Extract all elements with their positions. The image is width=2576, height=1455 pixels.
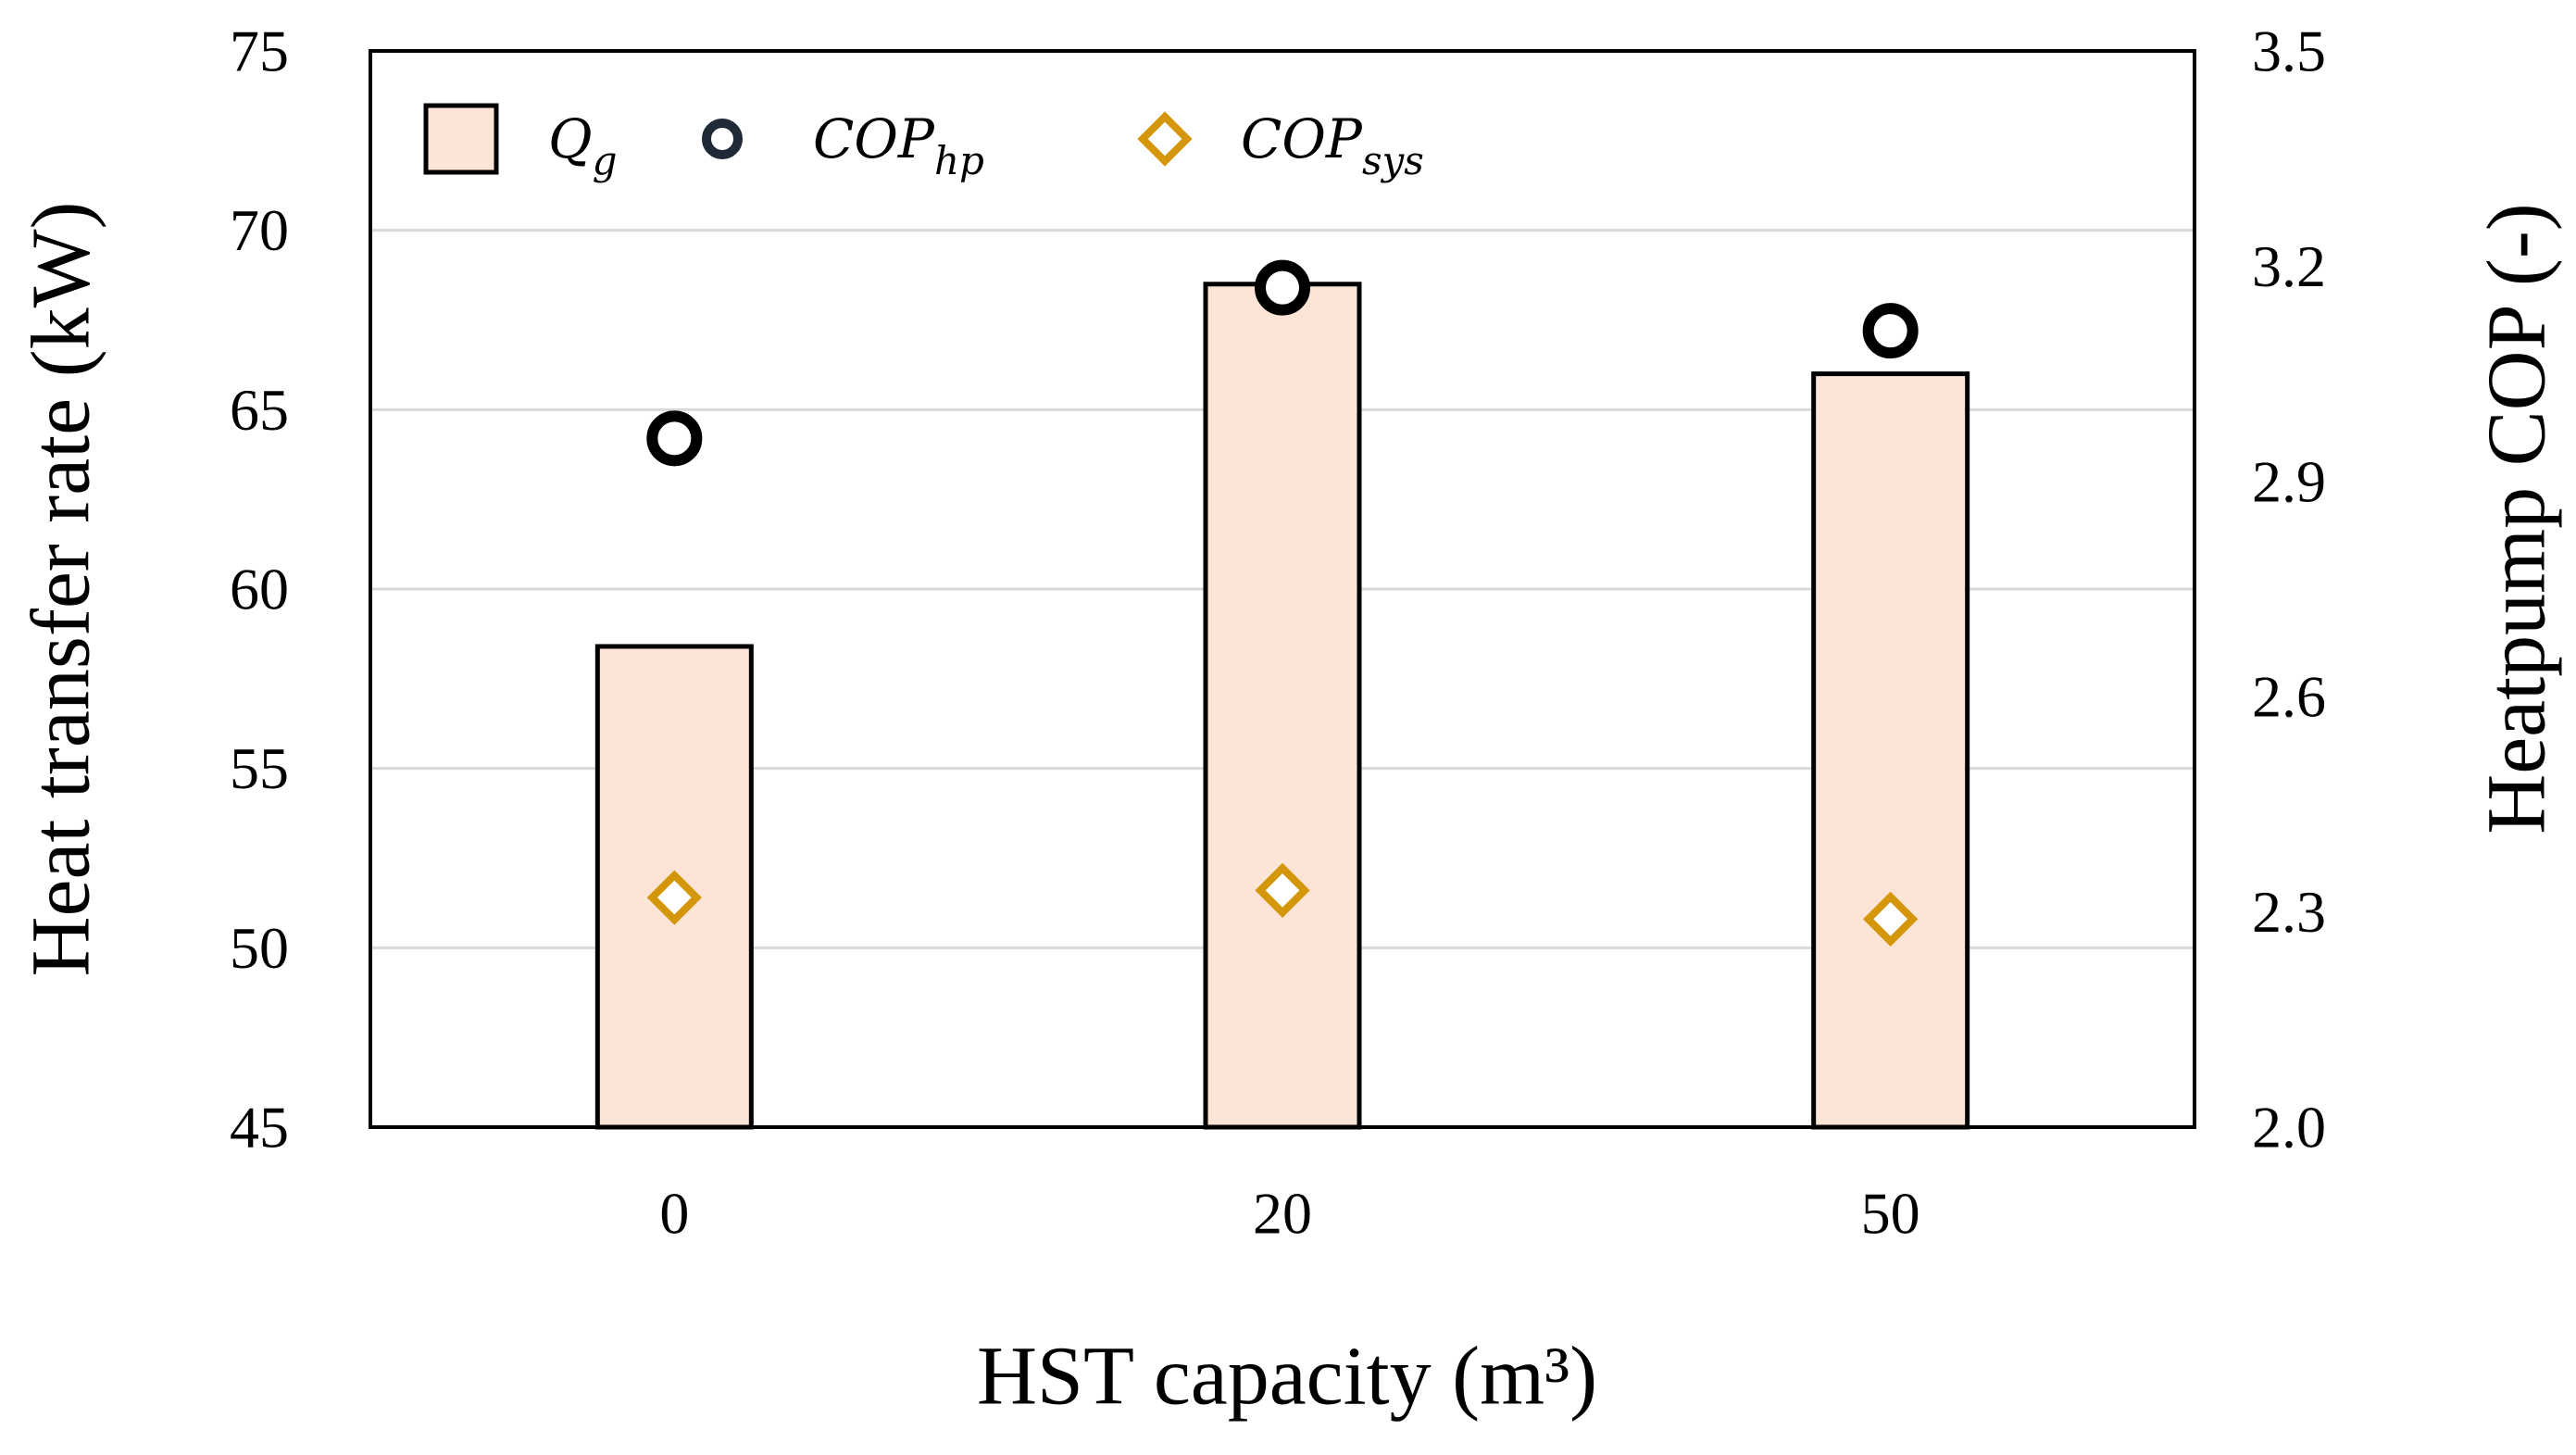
legend-label-sub: hp xyxy=(934,138,984,183)
bar-qg xyxy=(1811,371,1970,1130)
y2-tick-label: 2.0 xyxy=(2252,1095,2326,1160)
y2-tick-label: 3.5 xyxy=(2252,19,2326,84)
legend-label-main: Q xyxy=(548,107,593,170)
y-tick-label: 65 xyxy=(230,377,289,443)
y-tick-label: 55 xyxy=(230,735,289,801)
bar-qg xyxy=(1203,282,1362,1130)
point-cop-sys xyxy=(646,870,702,925)
point-cop-hp xyxy=(1255,259,1310,316)
y-tick-label: 45 xyxy=(230,1095,289,1160)
y-tick-label: 60 xyxy=(230,557,289,622)
legend-swatch-cop-hp xyxy=(702,119,743,159)
plot-frame xyxy=(369,49,2196,1129)
y-tick-label: 70 xyxy=(230,197,289,263)
y2-tick-label: 3.2 xyxy=(2252,233,2326,299)
y2-axis-title: Heatpump COP (-) xyxy=(2471,203,2563,834)
x-axis-title: HST capacity (m³) xyxy=(977,1331,1597,1423)
y-tick-label: 75 xyxy=(230,19,289,84)
y2-tick-label: 2.6 xyxy=(2252,664,2326,730)
y-axis-title: Heat transfer rate (kW) xyxy=(16,202,107,977)
x-tick-label: 50 xyxy=(1861,1181,1920,1247)
legend-label-main: COP xyxy=(813,107,935,170)
legend-label: COPsys xyxy=(1241,107,1424,183)
legend-label-sub: g xyxy=(593,138,618,183)
legend-swatch-cop-sys xyxy=(1137,111,1193,167)
x-tick-label: 20 xyxy=(1253,1181,1312,1247)
point-cop-hp xyxy=(1862,303,1919,359)
point-cop-sys xyxy=(1255,862,1310,919)
legend-swatch-qg xyxy=(423,103,499,175)
legend-label-main: COP xyxy=(1241,107,1363,170)
x-tick-label: 0 xyxy=(659,1181,689,1247)
legend-label: COPhp xyxy=(813,107,984,183)
y-tick-label: 50 xyxy=(230,915,289,981)
y2-tick-label: 2.3 xyxy=(2252,879,2326,945)
legend-label-sub: sys xyxy=(1362,138,1424,183)
y2-tick-label: 2.9 xyxy=(2252,448,2326,514)
point-cop-sys xyxy=(1863,891,1919,947)
point-cop-hp xyxy=(646,410,703,467)
legend-label: Qg xyxy=(548,107,617,183)
